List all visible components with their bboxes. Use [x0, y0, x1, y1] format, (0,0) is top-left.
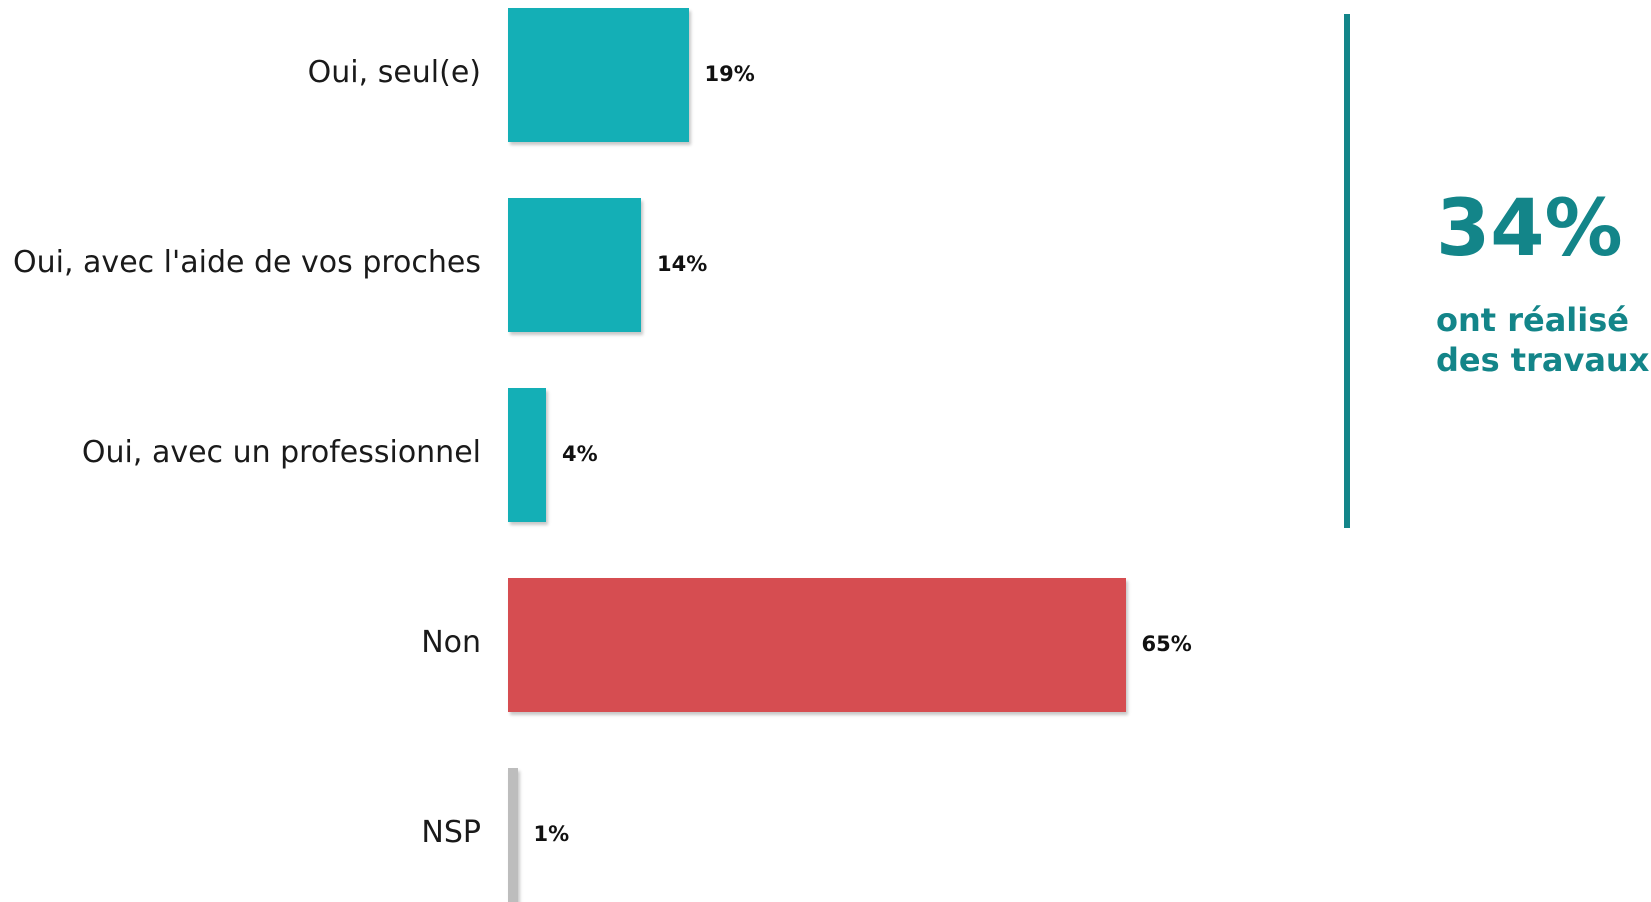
value-label-oui-avec-un-professionnel: 4%	[562, 442, 598, 466]
bar-oui-avec-un-professionnel	[508, 388, 546, 522]
callout-divider	[1344, 14, 1350, 528]
category-label-oui-avec-un-professionnel: Oui, avec un professionnel	[81, 435, 481, 470]
bar-oui-avec-l-aide-de-vos-proches	[508, 198, 641, 332]
category-label-oui-avec-l-aide-de-vos-proches: Oui, avec l'aide de vos proches	[13, 245, 481, 280]
value-label-oui-seul-e: 19%	[704, 62, 755, 86]
callout-value: 34%	[1436, 184, 1623, 274]
callout-line-1: ont réalisé	[1436, 301, 1629, 339]
bar-nsp	[508, 768, 518, 902]
bar-oui-seul-e	[508, 8, 689, 142]
value-label-oui-avec-l-aide-de-vos-proches: 14%	[657, 252, 708, 276]
category-label-non: Non	[421, 625, 481, 660]
value-label-non: 65%	[1141, 632, 1192, 656]
callout-text: ont réalisé des travaux	[1436, 300, 1649, 380]
category-label-nsp: NSP	[421, 815, 481, 850]
bar-non	[508, 578, 1126, 712]
callout-line-2: des travaux	[1436, 341, 1650, 379]
category-label-oui-seul-e: Oui, seul(e)	[307, 55, 481, 90]
value-label-nsp: 1%	[533, 822, 570, 846]
